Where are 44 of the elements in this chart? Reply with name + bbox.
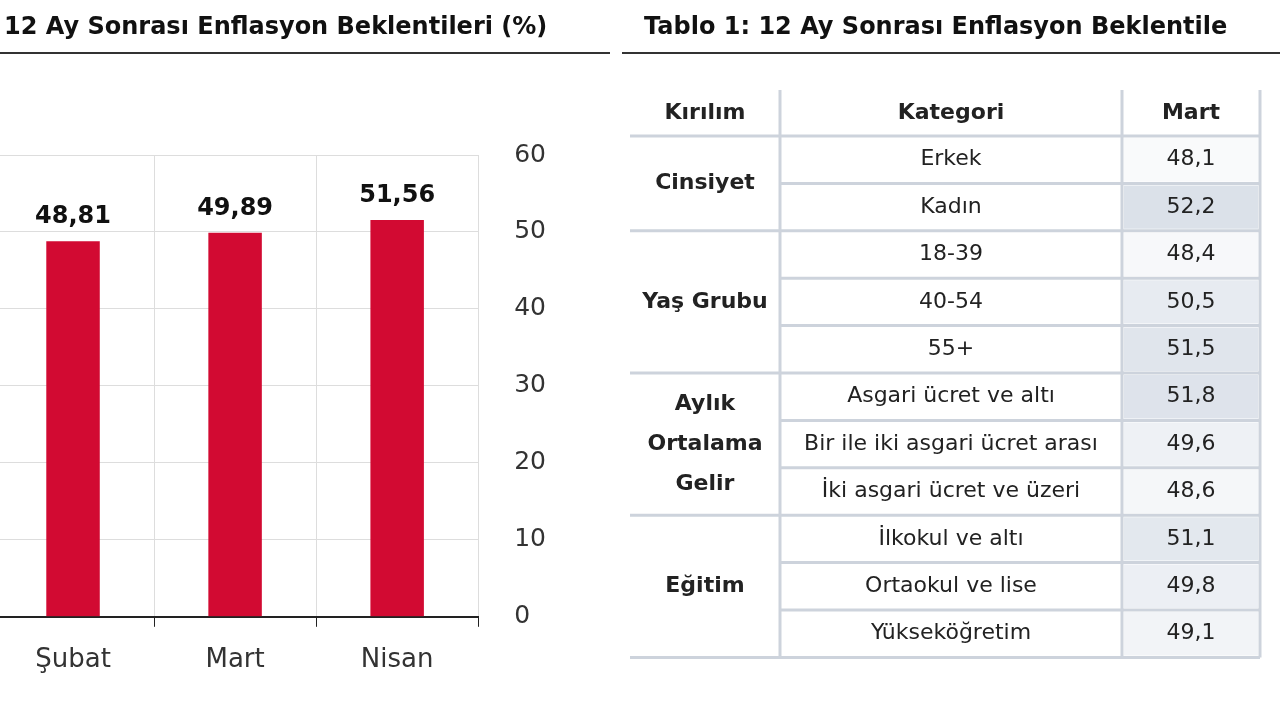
chart-title: Tablo 1: 12 Ay Sonrası Enflasyon Beklentile [622,0,1280,54]
data-label: 51,5 [1166,335,1216,361]
y-tick-label: 55+ [927,335,975,361]
y-tick-label: 40 [514,292,546,322]
chart-title: 12 Ay Sonrası Enflasyon Beklentileri (%) [0,0,610,54]
data-label: 48,1 [1166,145,1216,171]
x-tick-label: Mart [205,643,265,674]
data-label: 51,1 [1166,524,1216,550]
y-tick-label: 0 [514,600,531,630]
data-label: 49,6 [1166,429,1216,455]
y-tick-label: Asgari ücret ve altı [847,382,1055,408]
y-tick-label: 40-54 [919,287,983,313]
y-tick-label: Erkek [920,145,982,171]
data-label: 51,56 [359,180,436,209]
x-tick-label: Nisan [360,643,434,674]
y-tick-label: 30 [514,369,546,399]
y-tick-label: 10 [514,523,546,553]
data-label: 50,5 [1166,287,1216,313]
y-tick-label: Ortaokul ve lise [865,572,1037,598]
y2-tick-label: Cinsiyet [655,169,756,195]
data-label: 48,6 [1166,477,1216,503]
data-label: 48,81 [35,201,111,230]
data-label: 49,1 [1166,619,1216,645]
y-tick-label: Kadın [920,192,982,218]
x-tick-label: Mart [1161,98,1221,124]
y-tick-label: 50 [514,215,546,245]
y-tick-label: 18-39 [919,240,983,266]
y2-tick-label: Aylık Ortalama Gelir [647,389,763,495]
data-label: 51,8 [1166,382,1216,408]
y-tick-label: İlkokul ve altı [878,524,1024,550]
y2-axis-title: Kırılım [664,98,746,124]
y-tick-label: 60 [514,138,546,168]
y-tick-label: Bir ile iki asgari ücret arası [804,429,1098,455]
y-tick-label: Yükseköğretim [869,619,1032,645]
y-tick-label: 20 [514,446,546,476]
y2-tick-label: Yaş Grubu [641,287,768,313]
y-axis-title: Kategori [897,98,1005,124]
data-label: 52,2 [1166,192,1216,218]
data-label: 49,8 [1166,572,1216,598]
x-tick-label: Şubat [35,643,111,674]
y2-tick-label: Eğitim [665,572,745,598]
data-label: 49,89 [197,193,274,222]
y-tick-label: İki asgari ücret ve üzeri [821,477,1081,503]
data-label: 48,4 [1166,240,1216,266]
